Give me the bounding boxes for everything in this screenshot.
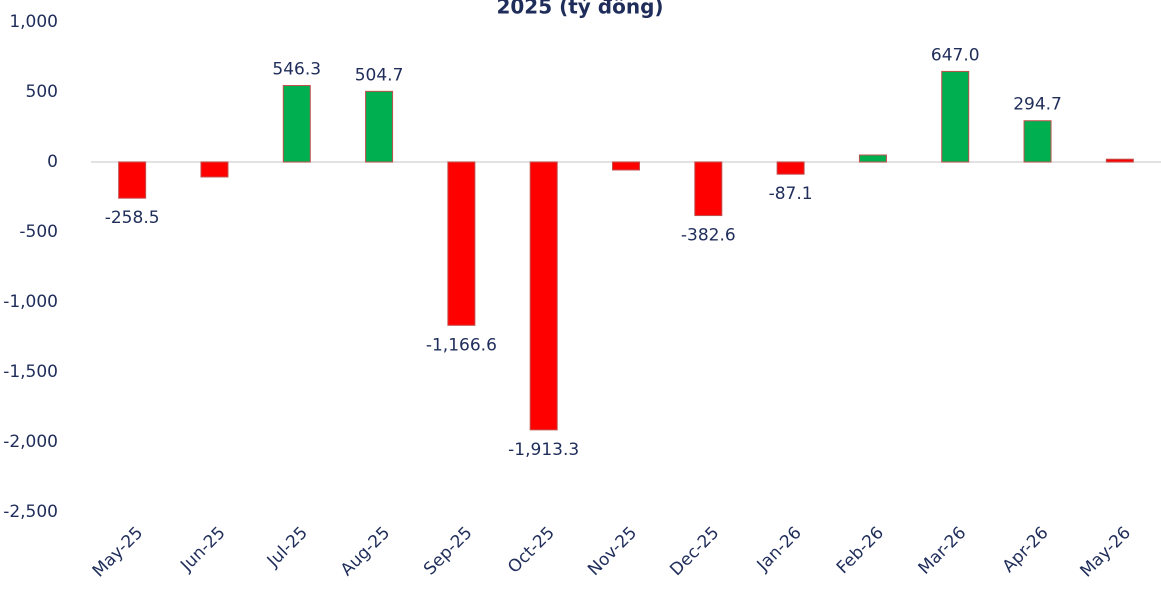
bar (858, 154, 887, 163)
bar (694, 161, 723, 217)
data-label: -258.5 (105, 208, 160, 228)
bar (118, 161, 147, 199)
bar (200, 161, 229, 178)
x-tick-label: May-26 (1076, 523, 1134, 581)
bar (529, 161, 558, 431)
y-tick-label: 500 (26, 82, 58, 102)
y-tick-label: -2,000 (3, 432, 58, 452)
data-label: -87.1 (769, 184, 813, 204)
x-tick-label: Dec-25 (666, 523, 723, 580)
bar (1105, 158, 1134, 163)
chart-title: 2025 (tỷ đồng) (496, 0, 663, 19)
data-label: 294.7 (1013, 95, 1062, 115)
bar (365, 90, 394, 163)
x-tick-label: Jan-26 (753, 523, 806, 576)
y-tick-label: 0 (47, 152, 58, 172)
x-tick-label: Sep-25 (420, 523, 476, 579)
x-tick-label: Nov-25 (584, 523, 641, 580)
bar (1023, 120, 1052, 163)
y-tick-label: -1,000 (3, 292, 58, 312)
bar (612, 161, 640, 171)
x-tick-label: Aug-25 (337, 523, 394, 580)
y-tick-label: 1,000 (9, 12, 58, 32)
x-tick-label: Oct-25 (504, 523, 559, 578)
data-label: 504.7 (355, 65, 404, 85)
bar (282, 85, 311, 163)
data-label: 546.3 (272, 60, 321, 80)
y-tick-label: -1,500 (3, 362, 58, 382)
y-tick-label: -2,500 (3, 502, 58, 522)
data-label: -382.6 (681, 226, 736, 246)
data-label: -1,913.3 (508, 440, 579, 460)
x-tick-label: May-25 (89, 523, 147, 581)
bar (776, 161, 805, 175)
x-tick-label: Mar-26 (915, 523, 971, 579)
data-label: -1,166.6 (426, 335, 497, 355)
x-tick-label: Feb-26 (833, 523, 888, 578)
x-tick-label: Jun-25 (176, 523, 229, 576)
data-label: 647.0 (931, 45, 980, 65)
y-tick-label: -500 (19, 222, 58, 242)
x-tick-label: Apr-26 (999, 523, 1053, 577)
bar (447, 161, 476, 326)
x-tick-label: Jul-25 (263, 523, 312, 572)
bar (941, 70, 970, 163)
